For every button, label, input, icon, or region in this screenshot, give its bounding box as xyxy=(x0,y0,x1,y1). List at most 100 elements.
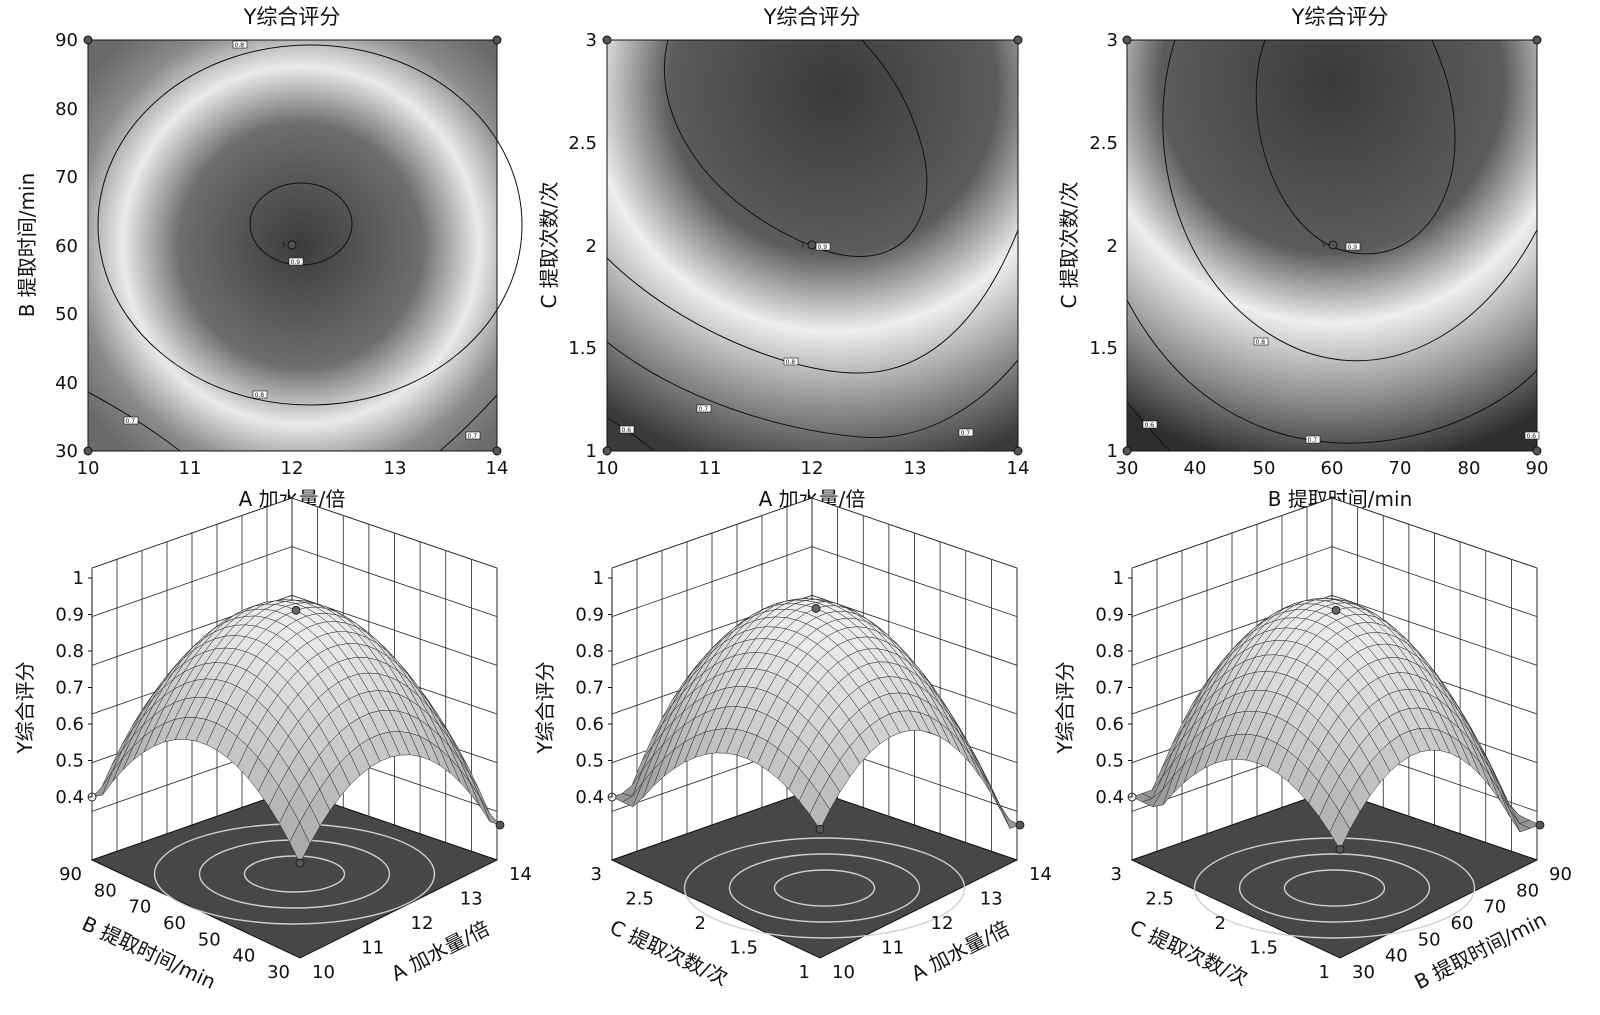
z-tick: 0.4 xyxy=(575,787,604,808)
center-point xyxy=(287,240,297,250)
y-axis-label: C 提取次数/次 xyxy=(1057,181,1081,308)
design-point xyxy=(495,820,505,830)
z-tick: 1 xyxy=(593,568,604,589)
y-tick: 1 xyxy=(586,441,597,462)
x-ticks: 10 11 12 13 14 xyxy=(596,458,1030,479)
x-tick: 1.5 xyxy=(729,938,758,959)
floor xyxy=(610,789,1019,959)
z-tick: 0.5 xyxy=(1095,751,1124,772)
y-axis-label: C 提取次数/次 xyxy=(537,181,561,308)
x-tick: 11 xyxy=(699,458,722,479)
contour-label: 0.7 xyxy=(699,406,709,413)
x-tick: 13 xyxy=(904,458,927,479)
contour-plot-a-c: 0.9 0.8 0.7 0.7 0.6 5 Y综合评分 10 11 12 13 … xyxy=(537,5,1029,511)
y-tick: 11 xyxy=(361,938,384,959)
y-ticks: 1 1.5 2 2.5 3 xyxy=(568,30,597,462)
design-point xyxy=(815,824,825,834)
x-tick: 40 xyxy=(232,946,255,967)
z-tick: 0.8 xyxy=(575,641,604,662)
contour-label: 0.9 xyxy=(818,244,828,251)
z-tick: 0.5 xyxy=(55,751,84,772)
x-tick: 80 xyxy=(1458,458,1481,479)
y-tick: 90 xyxy=(55,30,78,51)
center-point xyxy=(1328,240,1338,250)
design-points xyxy=(83,35,502,456)
x-tick: 13 xyxy=(384,458,407,479)
design-point xyxy=(1122,446,1132,456)
x-tick: 30 xyxy=(267,962,290,983)
floor-contour xyxy=(683,837,966,939)
y-tick: 30 xyxy=(55,441,78,462)
z-tick: 0.6 xyxy=(55,714,84,735)
x-tick: 80 xyxy=(94,880,117,901)
z-tick: 1 xyxy=(1113,568,1124,589)
x-tick: 2.5 xyxy=(1145,889,1174,910)
y-ticks: 30 40 50 60 70 80 90 xyxy=(55,30,78,462)
contour-label: 0.7 xyxy=(961,430,971,437)
y-tick: 40 xyxy=(1385,946,1408,967)
z-tick: 0.7 xyxy=(1095,678,1124,699)
contour-plot-b-c: 0.9 0.8 0.7 0.6 0.6 5 Y综合评分 30 40 50 60 … xyxy=(1057,5,1548,511)
y-tick: 12 xyxy=(931,913,954,934)
z-tick: 0.9 xyxy=(1095,605,1124,626)
contour-line-0.6 xyxy=(606,417,656,452)
contour-label: 0.9 xyxy=(291,259,301,266)
y-tick: 90 xyxy=(1549,864,1572,885)
y-tick: 3 xyxy=(1107,30,1118,51)
contour-line-0.9 xyxy=(664,39,928,257)
y-tick: 60 xyxy=(1451,913,1474,934)
y-tick: 50 xyxy=(1418,929,1441,950)
contour-labels: 0.9 0.8 0.7 0.6 0.6 xyxy=(1142,242,1540,444)
z-tick: 0.5 xyxy=(575,751,604,772)
y-tick: 1 xyxy=(1107,441,1118,462)
response-surface xyxy=(611,598,1021,830)
floor-contour xyxy=(728,853,921,923)
z-tick: 0.6 xyxy=(575,714,604,735)
contour-label: 0.8 xyxy=(1256,339,1266,346)
chart-title: Y综合评分 xyxy=(243,5,341,29)
y-tick: 40 xyxy=(55,373,78,394)
y-axis-label: B 提取时间/min xyxy=(1410,907,1550,994)
y-axis-label: A 加水量/倍 xyxy=(907,916,1013,986)
floor-contour xyxy=(243,855,346,893)
contour-line-0.9 xyxy=(1255,39,1456,255)
x-tick: 14 xyxy=(1007,458,1030,479)
x-tick: 1.5 xyxy=(1249,938,1278,959)
design-point xyxy=(492,446,502,456)
x-tick: 1 xyxy=(1319,962,1330,983)
x-tick: 3 xyxy=(1111,864,1122,885)
contour-label: 0.7 xyxy=(468,433,478,440)
x-tick: 2 xyxy=(695,913,706,934)
contour-label: 0.6 xyxy=(1527,433,1537,440)
x-tick: 10 xyxy=(596,458,619,479)
design-point xyxy=(83,35,93,45)
z-axis-label: Y综合评分 xyxy=(13,661,37,754)
contour-line-0.7 xyxy=(606,341,1019,439)
design-point xyxy=(1013,446,1023,456)
x-tick: 11 xyxy=(179,458,202,479)
z-tick: 0.4 xyxy=(55,787,84,808)
center-point xyxy=(807,240,817,250)
center-point-label: 5 xyxy=(1322,242,1326,249)
z-tick: 0.4 xyxy=(1095,787,1124,808)
design-point xyxy=(291,605,301,615)
x-ticks: 10 11 12 13 14 xyxy=(77,458,509,479)
y-tick: 14 xyxy=(509,864,532,885)
contour-line-0.8 xyxy=(606,229,1019,374)
x-tick: 50 xyxy=(1253,458,1276,479)
z-axis: 0.4 0.5 0.6 0.7 0.8 0.9 1 Y综合评分 xyxy=(1053,568,1133,808)
x-tick: 12 xyxy=(801,458,824,479)
x-ticks: 30 40 50 60 70 80 90 xyxy=(1116,458,1549,479)
contour-label: 0.8 xyxy=(235,42,245,49)
z-axis-label: Y综合评分 xyxy=(1053,661,1077,754)
y-tick: 30 xyxy=(1352,962,1375,983)
x-tick: 1 xyxy=(799,962,810,983)
contour-labels: 0.9 0.8 0.7 0.7 0.6 xyxy=(619,242,974,437)
design-point xyxy=(83,446,93,456)
design-point xyxy=(492,35,502,45)
y-tick: 70 xyxy=(1483,897,1506,918)
y-tick: 2 xyxy=(1107,236,1118,257)
chart-title: Y综合评分 xyxy=(1291,5,1389,29)
y-tick: 70 xyxy=(55,167,78,188)
z-axis: 0.4 0.5 0.6 0.7 0.8 0.9 1 Y综合评分 xyxy=(533,568,613,808)
